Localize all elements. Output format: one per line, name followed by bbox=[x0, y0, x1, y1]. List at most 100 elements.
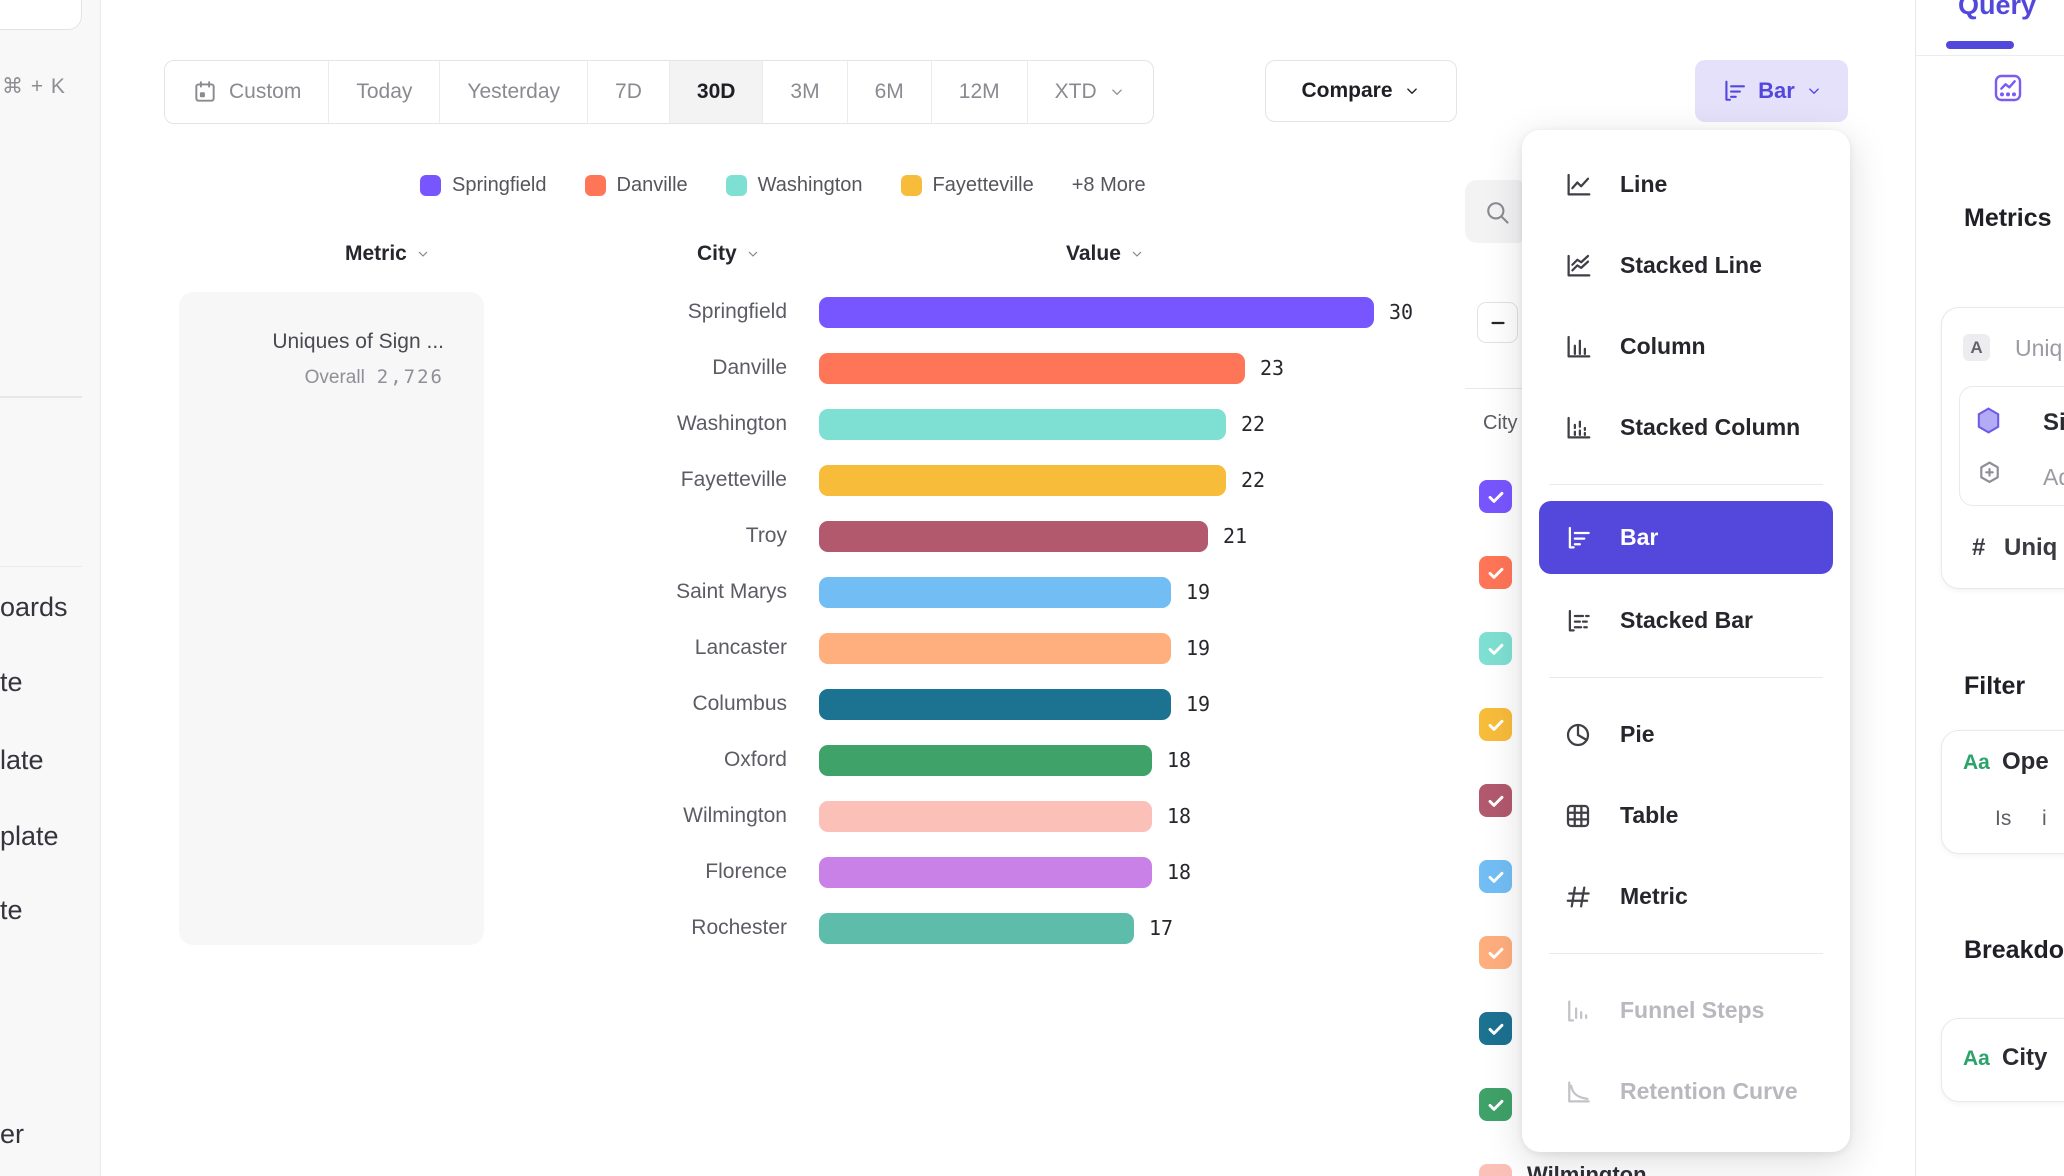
legend-item[interactable]: Fayetteville bbox=[900, 174, 1034, 197]
legend-item[interactable]: Danville bbox=[584, 174, 688, 197]
sidebar-item-truncated[interactable]: late bbox=[0, 745, 44, 775]
legend-item[interactable]: Washington bbox=[725, 174, 863, 197]
add-step-icon[interactable] bbox=[1975, 459, 2004, 488]
menu-item-stacked-column[interactable]: Stacked Column bbox=[1522, 387, 1850, 468]
bar-value-label: 18 bbox=[1167, 804, 1192, 828]
bar[interactable] bbox=[819, 352, 1245, 384]
event-label: Sig bbox=[2043, 409, 2064, 436]
sidebar-search-box[interactable] bbox=[0, 0, 82, 30]
series-divider bbox=[1465, 388, 1527, 389]
city-checkbox[interactable] bbox=[1479, 936, 1512, 969]
menu-item-stacked-line[interactable]: Stacked Line bbox=[1522, 225, 1850, 306]
collapse-button[interactable] bbox=[1477, 302, 1518, 343]
menu-item-label: Bar bbox=[1620, 524, 1659, 550]
date-range-7d[interactable]: 7D bbox=[587, 61, 669, 123]
menu-item-retention-curve: Retention Curve bbox=[1522, 1051, 1850, 1132]
filter-operand: i bbox=[2042, 807, 2047, 830]
bar[interactable] bbox=[819, 912, 1134, 944]
bar[interactable] bbox=[819, 800, 1152, 832]
city-checkbox[interactable] bbox=[1479, 860, 1512, 893]
menu-item-stacked-bar[interactable]: Stacked Bar bbox=[1522, 580, 1850, 661]
menu-item-label: Pie bbox=[1620, 721, 1655, 747]
date-range-label: 7D bbox=[615, 80, 642, 103]
tab-query[interactable]: Query bbox=[1958, 0, 2037, 20]
bar[interactable] bbox=[819, 744, 1152, 776]
bar[interactable] bbox=[819, 296, 1374, 328]
bar-value-label: 30 bbox=[1389, 300, 1414, 324]
bar-category-label: Wilmington bbox=[683, 804, 787, 827]
city-checkbox[interactable] bbox=[1479, 1088, 1512, 1121]
city-checkbox[interactable] bbox=[1479, 784, 1512, 817]
column-header-metric[interactable]: Metric bbox=[345, 242, 431, 266]
bar[interactable] bbox=[819, 576, 1171, 608]
left-sidebar-clipped: ⌘ + K oards te late plate te er bbox=[0, 0, 101, 1176]
sidebar-item-truncated[interactable]: oards bbox=[0, 592, 68, 622]
chevron-down-icon bbox=[1805, 82, 1823, 100]
breakdown-card[interactable]: Aa City bbox=[1941, 1018, 2064, 1102]
bar-value-label: 18 bbox=[1167, 748, 1192, 772]
date-range-6m[interactable]: 6M bbox=[846, 61, 931, 123]
date-range-custom[interactable]: Custom bbox=[165, 61, 328, 123]
compare-button[interactable]: Compare bbox=[1265, 60, 1457, 122]
menu-item-bar[interactable]: Bar bbox=[1539, 501, 1833, 574]
filter-heading: Filter bbox=[1964, 672, 2026, 700]
bar[interactable] bbox=[819, 520, 1208, 552]
menu-item-column[interactable]: Column bbox=[1522, 306, 1850, 387]
date-range-label: Yesterday bbox=[467, 80, 561, 103]
bar[interactable] bbox=[819, 688, 1171, 720]
sidebar-item-truncated[interactable]: te bbox=[0, 895, 23, 925]
event-card[interactable]: Sig Ad bbox=[1959, 386, 2064, 506]
sidebar-item-truncated[interactable]: te bbox=[0, 667, 23, 697]
filter-card[interactable]: Aa Ope Is i bbox=[1941, 730, 2064, 854]
legend-label: Fayetteville bbox=[932, 174, 1034, 196]
bar[interactable] bbox=[819, 408, 1226, 440]
legend-item[interactable]: Springfield bbox=[420, 174, 547, 197]
bar[interactable] bbox=[819, 632, 1171, 664]
bar-value-label: 19 bbox=[1186, 692, 1211, 716]
city-checkbox[interactable] bbox=[1479, 480, 1512, 513]
city-checkbox[interactable] bbox=[1479, 556, 1512, 589]
sidebar-item-truncated[interactable]: er bbox=[0, 1119, 25, 1149]
date-range-label: Today bbox=[356, 80, 413, 103]
city-checkbox[interactable] bbox=[1479, 632, 1512, 665]
date-range-yesterday[interactable]: Yesterday bbox=[439, 61, 587, 123]
menu-item-pie[interactable]: Pie bbox=[1522, 694, 1850, 775]
date-range-today[interactable]: Today bbox=[328, 61, 439, 123]
menu-item-label: Metric bbox=[1620, 883, 1688, 909]
date-range-12m[interactable]: 12M bbox=[930, 61, 1027, 123]
menu-item-metric[interactable]: Metric bbox=[1522, 856, 1850, 937]
column-header-value[interactable]: Value bbox=[1066, 242, 1145, 266]
city-checkbox[interactable] bbox=[1479, 1164, 1512, 1176]
metric-summary-card[interactable]: Uniques of Sign ... Overall 2,726 bbox=[179, 292, 484, 945]
chevron-down-icon bbox=[415, 246, 431, 262]
menu-divider bbox=[1549, 484, 1823, 485]
bar-value-label: 22 bbox=[1241, 412, 1266, 436]
filter-operator: Is bbox=[1995, 807, 2012, 830]
calendar-icon bbox=[192, 79, 218, 105]
insights-chart-icon[interactable] bbox=[1992, 72, 2024, 104]
stackedColumn-icon bbox=[1563, 413, 1593, 443]
bar[interactable] bbox=[819, 464, 1226, 496]
column-header-city[interactable]: City bbox=[697, 242, 761, 266]
chart-row: Oxford 18 bbox=[560, 732, 1413, 788]
date-range-3m[interactable]: 3M bbox=[762, 61, 846, 123]
metrics-card[interactable]: A Uniq Sig Ad # Uniq bbox=[1941, 307, 2064, 589]
series-search-button[interactable] bbox=[1465, 180, 1528, 243]
legend-more[interactable]: +8 More bbox=[1071, 174, 1146, 196]
menu-item-table[interactable]: Table bbox=[1522, 775, 1850, 856]
bar-category-label: Columbus bbox=[692, 692, 787, 715]
date-range-30d[interactable]: 30D bbox=[668, 61, 763, 123]
city-checkbox[interactable] bbox=[1479, 1012, 1512, 1045]
bar[interactable] bbox=[819, 856, 1152, 888]
hash-icon bbox=[1563, 882, 1593, 912]
menu-item-label: Column bbox=[1620, 333, 1706, 359]
bar-chart-icon bbox=[1720, 77, 1748, 105]
breakdown-label: City bbox=[2002, 1044, 2048, 1071]
menu-item-line[interactable]: Line bbox=[1522, 144, 1850, 225]
bar-category-label: Troy bbox=[745, 524, 787, 547]
city-checkbox[interactable] bbox=[1479, 708, 1512, 741]
date-range-xtd[interactable]: XTD bbox=[1026, 61, 1153, 123]
chart-type-button[interactable]: Bar bbox=[1695, 60, 1848, 122]
keyboard-shortcut-hint: ⌘ + K bbox=[2, 75, 66, 98]
sidebar-item-truncated[interactable]: plate bbox=[0, 821, 59, 851]
